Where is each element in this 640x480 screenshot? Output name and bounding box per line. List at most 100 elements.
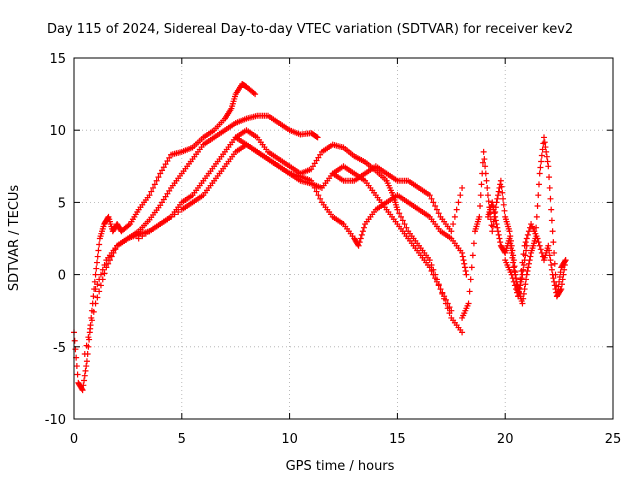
data-point <box>432 203 439 210</box>
data-point <box>561 266 568 273</box>
data-point <box>171 211 178 218</box>
data-point <box>482 163 489 170</box>
data-point <box>495 192 502 199</box>
data-point <box>477 192 484 199</box>
data-point <box>497 177 504 184</box>
data-point <box>520 290 527 297</box>
data-point <box>548 266 555 273</box>
data-point <box>81 372 88 379</box>
data-point <box>469 252 476 259</box>
data-point <box>546 252 553 259</box>
data-point <box>562 257 569 264</box>
series-5 <box>329 163 466 235</box>
x-tick-label: 10 <box>281 432 298 447</box>
data-point <box>467 276 474 283</box>
data-point <box>549 271 556 278</box>
data-point <box>357 235 364 242</box>
data-point <box>524 231 531 238</box>
data-point <box>545 242 552 249</box>
data-point <box>462 267 469 274</box>
data-point <box>533 213 540 220</box>
data-point <box>511 267 518 274</box>
data-point <box>557 287 564 294</box>
data-point <box>97 282 104 289</box>
data-point <box>155 174 162 181</box>
data-point <box>523 235 530 242</box>
data-point <box>359 228 366 235</box>
data-point <box>450 221 457 228</box>
data-point <box>500 195 507 202</box>
data-point <box>480 148 487 155</box>
data-point <box>547 257 554 264</box>
data-point <box>397 213 404 220</box>
data-point <box>150 225 157 232</box>
data-point <box>518 275 525 282</box>
data-point <box>494 224 501 231</box>
data-point <box>74 371 81 378</box>
data-point <box>432 275 439 282</box>
data-point <box>459 253 466 260</box>
data-point <box>81 377 88 384</box>
data-point <box>142 230 149 237</box>
data-point <box>93 265 100 272</box>
data-point <box>466 288 473 295</box>
data-point <box>560 271 567 278</box>
data-point <box>148 188 155 195</box>
data-point <box>444 300 451 307</box>
data-point <box>507 245 514 252</box>
data-point <box>313 188 320 195</box>
data-point <box>495 231 502 238</box>
data-point <box>535 181 542 188</box>
data-point <box>494 195 501 202</box>
data-point <box>550 275 557 282</box>
data-point <box>358 231 365 238</box>
data-point <box>499 189 506 196</box>
data-point <box>485 198 492 205</box>
data-points <box>71 80 569 394</box>
data-point <box>157 170 164 177</box>
data-point <box>479 159 486 166</box>
data-point <box>508 249 515 256</box>
chart-title: Day 115 of 2024, Sidereal Day-to-day VTE… <box>47 22 573 37</box>
data-point <box>309 181 316 188</box>
data-point <box>78 385 85 392</box>
data-point <box>500 201 507 208</box>
data-point <box>463 271 470 278</box>
data-point <box>561 261 568 268</box>
data-point <box>490 206 497 213</box>
data-point <box>426 257 433 264</box>
data-point <box>548 217 555 224</box>
data-point <box>85 334 92 341</box>
data-point <box>489 199 496 206</box>
data-point <box>484 192 491 199</box>
data-point <box>90 308 97 315</box>
data-point <box>519 300 526 307</box>
data-point <box>157 221 164 228</box>
data-point <box>308 177 315 184</box>
data-point <box>94 294 101 301</box>
data-point <box>509 275 516 282</box>
data-point <box>495 188 502 195</box>
data-point <box>522 281 529 288</box>
data-point <box>97 271 104 278</box>
data-point <box>520 251 527 258</box>
data-point <box>484 184 491 191</box>
data-point <box>525 260 532 267</box>
data-point <box>483 177 490 184</box>
data-point <box>435 210 442 217</box>
data-point <box>105 260 112 267</box>
x-tick-label: 25 <box>605 432 622 447</box>
x-tick-label: 15 <box>389 432 406 447</box>
x-axis-label: GPS time / hours <box>286 459 395 474</box>
data-point <box>489 203 496 210</box>
series-8 <box>502 221 569 300</box>
data-point <box>545 163 552 170</box>
data-point <box>71 337 78 344</box>
data-point <box>558 286 565 293</box>
data-point <box>428 195 435 202</box>
data-point <box>535 192 542 199</box>
data-point <box>509 254 516 261</box>
data-point <box>541 134 548 141</box>
data-point <box>506 235 513 242</box>
